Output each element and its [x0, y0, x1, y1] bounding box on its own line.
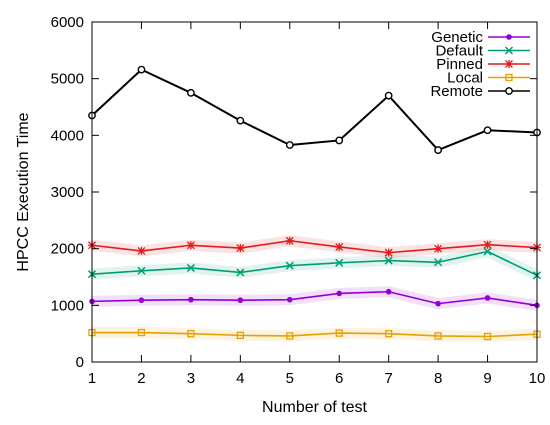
- axis-ticks: 0 1000 2000 3000 4000 5000 6000 1 2 3 4 5 6 7 8 9 10: [51, 14, 546, 387]
- data-point-genetic: [286, 296, 293, 303]
- x-tick-label: 8: [434, 370, 442, 387]
- x-tick-label: 2: [137, 370, 145, 387]
- x-tick-label: 3: [187, 370, 195, 387]
- x-tick-label: 1: [88, 370, 96, 387]
- data-point-remote: [137, 65, 146, 74]
- data-point-local: [483, 332, 492, 341]
- data-point-genetic: [435, 300, 441, 307]
- legend-marker: [504, 46, 514, 55]
- data-point-remote: [335, 136, 344, 145]
- data-point-genetic: [385, 288, 392, 295]
- x-tick-label: 9: [483, 370, 491, 387]
- data-point-pinned: [186, 241, 195, 250]
- x-tick-label: 5: [286, 370, 294, 387]
- data-point-pinned: [137, 246, 146, 255]
- data-point-local: [187, 330, 195, 338]
- y-tick-label: 4000: [51, 127, 84, 144]
- y-tick-label: 1000: [51, 297, 84, 314]
- data-point-remote: [236, 116, 245, 125]
- data-point-pinned: [236, 244, 245, 253]
- data-point-genetic: [138, 297, 145, 304]
- series-band-genetic: [91, 286, 538, 311]
- legend-marker: [505, 87, 513, 95]
- series-lines: [91, 68, 538, 338]
- series-line-default: [91, 250, 538, 277]
- series-line-genetic: [91, 290, 538, 307]
- data-point-remote: [434, 146, 443, 154]
- x-axis-label: Number of test: [262, 399, 367, 416]
- data-point-pinned: [335, 242, 344, 251]
- data-point-default: [483, 247, 492, 256]
- data-point-local: [335, 329, 343, 337]
- legend-label: Default: [435, 43, 483, 60]
- series-line-local: [92, 331, 538, 338]
- legend-marker: [506, 34, 512, 40]
- data-point-default: [384, 256, 393, 265]
- legend-label: Genetic: [431, 29, 483, 46]
- x-tick-label: 6: [335, 370, 343, 387]
- data-point-remote: [285, 141, 294, 149]
- data-point-pinned: [384, 248, 393, 257]
- y-axis-label: HPCC Execution Time: [15, 112, 32, 271]
- data-point-genetic: [484, 295, 491, 301]
- x-tick-label: 4: [236, 370, 244, 387]
- data-point-local: [434, 332, 442, 340]
- data-point-remote: [384, 91, 393, 100]
- y-tick-label: 0: [76, 354, 84, 371]
- data-point-genetic: [237, 297, 244, 304]
- data-point-pinned: [285, 236, 294, 245]
- data-point-remote: [483, 126, 492, 135]
- data-point-local: [236, 331, 244, 340]
- y-tick-label: 2000: [51, 241, 84, 258]
- data-point-default: [137, 266, 146, 275]
- y-tick-label: 6000: [51, 14, 84, 31]
- y-tick-label: 5000: [51, 71, 84, 88]
- data-point-local: [385, 330, 393, 338]
- series-line-remote: [91, 68, 538, 152]
- data-point-genetic: [336, 290, 343, 297]
- legend-marker: [505, 73, 513, 82]
- data-point-local: [286, 332, 294, 340]
- data-point-default: [434, 258, 443, 267]
- data-point-default: [236, 268, 245, 277]
- x-tick-label: 7: [384, 370, 392, 387]
- y-tick-label: 3000: [51, 184, 84, 201]
- data-point-pinned: [434, 244, 443, 253]
- data-point-default: [335, 258, 344, 267]
- legend-marker: [505, 60, 513, 68]
- data-point-local: [137, 328, 146, 337]
- data-point-default: [186, 263, 195, 272]
- data-point-genetic: [188, 296, 194, 303]
- x-tick-label: 10: [529, 370, 546, 387]
- data-point-pinned: [483, 240, 492, 249]
- data-point-default: [285, 261, 294, 270]
- legend-label: Remote: [430, 83, 483, 100]
- series-line-pinned: [91, 239, 538, 254]
- legend-label: Pinned: [436, 56, 483, 73]
- legend-label: Local: [447, 70, 483, 87]
- data-point-remote: [186, 88, 195, 97]
